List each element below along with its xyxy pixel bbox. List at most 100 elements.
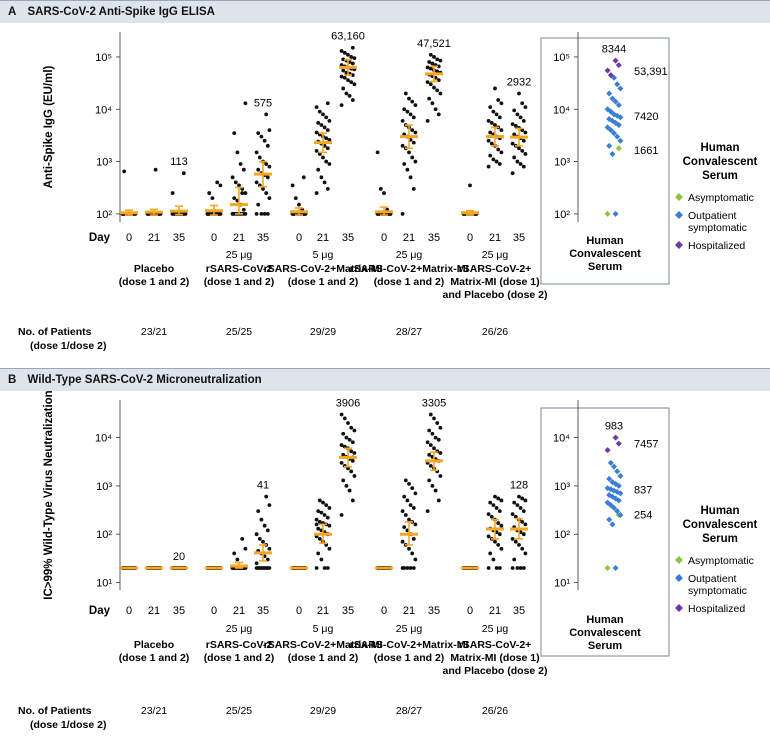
conv-data-point [612,434,619,441]
data-point [237,183,241,188]
data-point [349,469,354,474]
data-point [413,130,418,135]
day-tick-label: 21 [317,232,329,244]
data-point [520,496,525,501]
data-point [265,528,270,533]
data-point [410,551,415,556]
data-point [322,125,327,130]
legend-label: Hospitalized [688,240,745,252]
data-point [240,191,245,195]
group-name-label: (dose 1 and 2) [204,652,275,664]
conv-data-point [614,468,621,475]
data-point [523,522,528,527]
data-point [523,498,528,503]
data-point [402,566,407,570]
data-point [436,64,441,69]
data-point [432,446,436,451]
gmt-value-label: 113 [170,156,188,168]
data-point [513,124,518,128]
group-name-label: (dose 1 and 2) [119,276,190,288]
data-point [518,162,523,166]
data-point [324,503,329,508]
data-point [400,143,405,148]
data-point [339,443,344,447]
data-point [432,85,436,90]
data-point [488,130,493,135]
data-point [499,498,504,503]
data-point [402,107,407,112]
data-point [403,513,408,517]
conv-data-point [612,480,619,487]
data-point [407,546,411,551]
data-point [486,566,491,570]
patients-count: 28/27 [396,705,422,717]
conv-category-label: 7420 [634,111,658,123]
data-point [513,514,518,519]
day-tick-label: 21 [148,605,160,617]
data-point [486,118,491,123]
data-point [262,138,267,143]
data-point [243,191,248,195]
data-point [316,526,321,531]
group-name-label: Placebo [134,263,174,275]
conv-y-tick-label: 10² [554,529,570,541]
conv-data-point [609,521,616,528]
data-point [427,428,432,433]
data-point [232,131,237,136]
conv-data-point [607,459,614,466]
data-point [339,412,344,417]
data-point [232,196,237,201]
legend-marker [675,211,683,219]
data-point [349,55,354,59]
data-point [428,443,433,447]
data-point [235,150,240,155]
day-tick-label: 35 [257,232,269,244]
data-point [496,521,501,525]
conv-data-point [606,90,613,97]
data-point [259,211,264,216]
group-name-label: Matrix-MI (dose 1) [450,652,539,664]
data-point [317,109,322,114]
patients-count: 26/26 [482,326,508,338]
day-label: Day [89,232,111,244]
data-point [499,523,504,528]
panel-a-letter: A [8,6,17,18]
group-dose-label: 25 μg [396,249,423,261]
data-point [265,143,270,148]
data-point [327,162,332,166]
conv-category-label: 53,391 [634,66,668,78]
data-point [410,155,415,160]
data-point [241,167,246,172]
data-point [339,103,344,108]
data-point [256,131,261,136]
data-point [438,474,443,478]
day-tick-label: 0 [211,605,217,617]
gmt-value-label: 63,160 [331,31,365,43]
data-point [349,449,354,454]
conv-data-point [609,479,616,486]
data-point [518,566,523,570]
data-point [325,566,330,570]
conv-category-label: 837 [634,485,652,497]
data-point [520,101,525,106]
data-point [254,150,259,155]
data-point [352,82,357,87]
panel-a-title: SARS-CoV-2 Anti-Spike IgG ELISA [27,6,215,18]
data-point [413,522,418,527]
day-tick-label: 35 [173,605,185,617]
data-point [324,136,329,141]
group-name-label: rSARS-CoV-2+Matrix-MI [264,639,383,651]
day-tick-label: 0 [381,232,387,244]
y-tick-label: 10² [96,529,112,541]
group-name-label: Matrix-MI (dose 1) [450,276,539,288]
data-point [435,69,440,74]
data-point [430,61,435,66]
data-point [254,532,259,537]
y-tick-label: 10⁵ [95,52,112,64]
data-point [293,196,298,201]
conv-data-point [615,62,622,69]
data-point [518,506,523,510]
data-point [425,440,430,445]
legend-label: Outpatient [688,210,737,222]
data-point [321,155,325,160]
